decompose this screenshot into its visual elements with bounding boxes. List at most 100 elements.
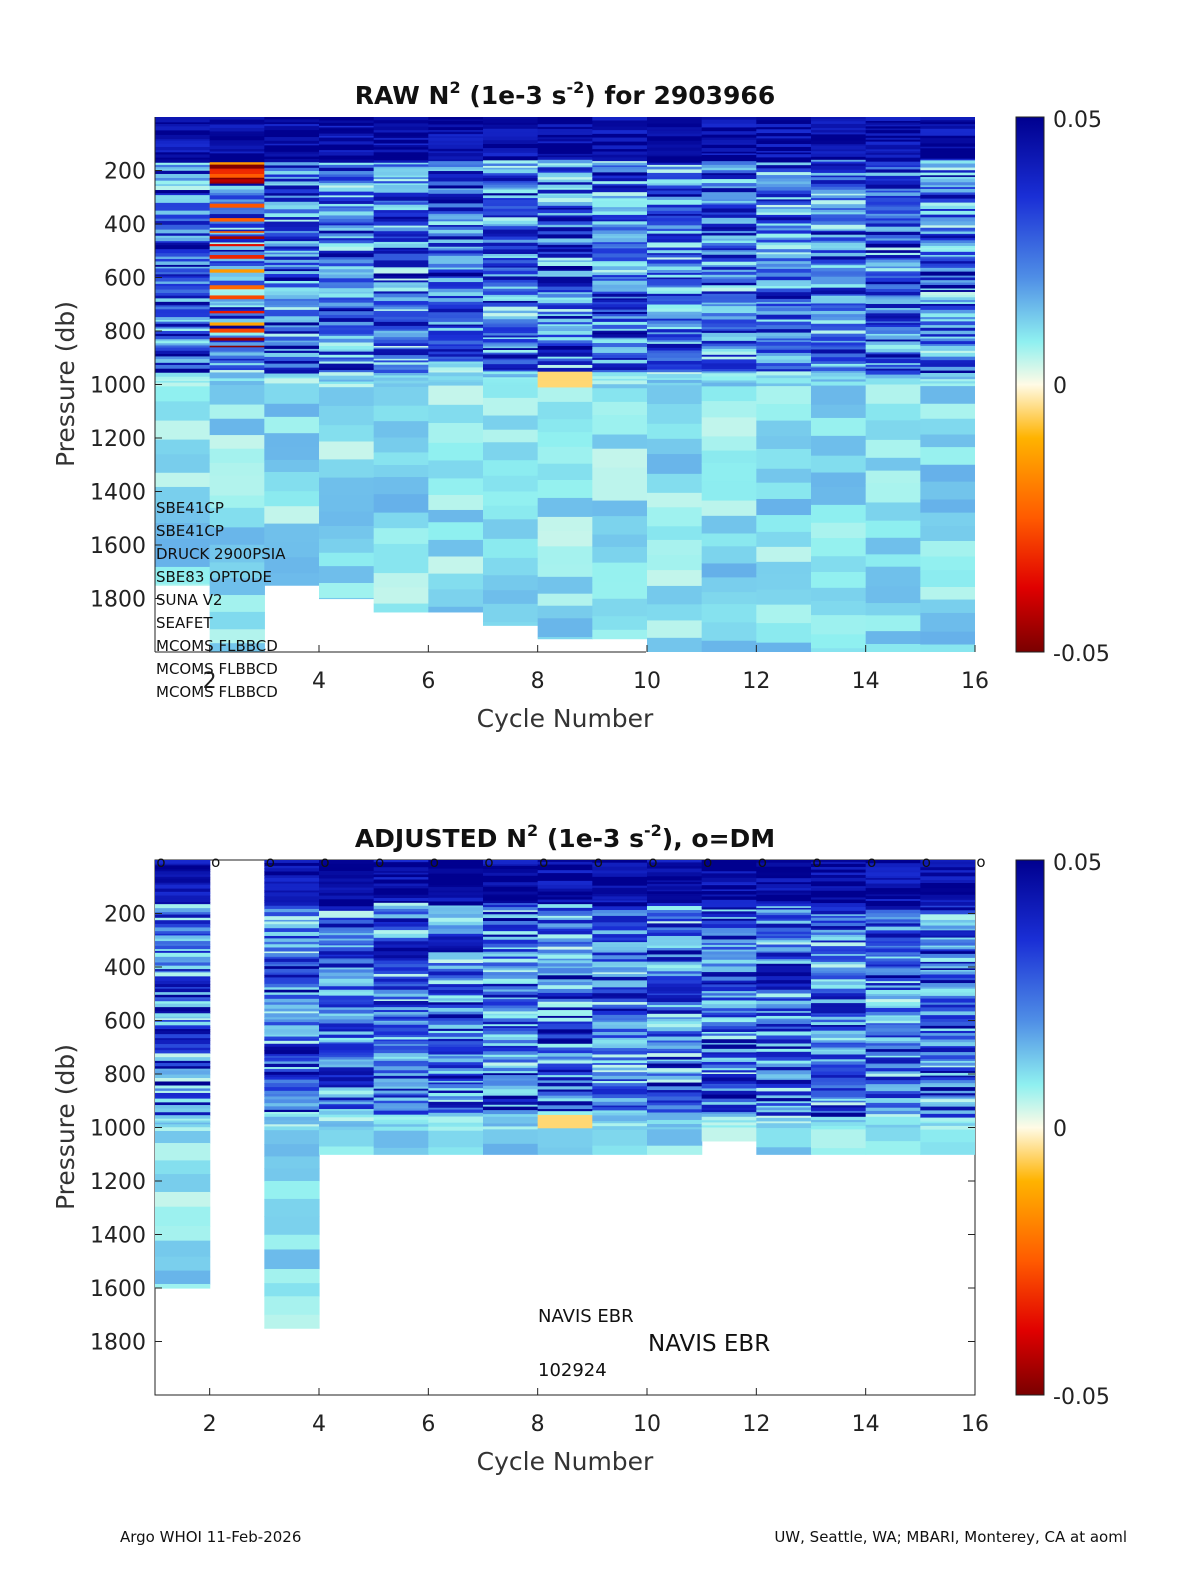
heatmap-cell	[865, 133, 921, 137]
heatmap-cell	[264, 1057, 320, 1061]
heatmap-cell	[483, 949, 539, 953]
heatmap-cell	[701, 175, 757, 180]
heatmap-cell	[483, 1095, 539, 1100]
heatmap-cell	[592, 359, 648, 364]
heatmap-cell	[701, 927, 757, 932]
heatmap-cell	[373, 879, 429, 882]
heatmap-cell	[373, 960, 429, 965]
heatmap-cell	[920, 366, 975, 372]
heatmap-cell	[209, 159, 265, 163]
heatmap-cell	[483, 915, 539, 919]
heatmap-cell	[428, 1049, 484, 1053]
heatmap-cell	[373, 136, 429, 139]
heatmap-cell	[483, 302, 539, 308]
heatmap-cell	[483, 324, 539, 328]
heatmap-cell	[647, 347, 703, 352]
heatmap-cell	[428, 381, 484, 387]
heatmap-cell	[483, 180, 539, 184]
heatmap-cell	[537, 290, 593, 293]
heatmap-cell	[209, 370, 265, 374]
heatmap-cell	[811, 1110, 867, 1114]
heatmap-cell	[647, 891, 703, 895]
heatmap-cell	[264, 1013, 320, 1018]
heatmap-cell	[373, 1106, 429, 1110]
heatmap-cell	[701, 343, 757, 347]
heatmap-cell	[428, 1068, 484, 1072]
heatmap-cell	[537, 213, 593, 217]
heatmap-cell	[264, 1002, 320, 1006]
heatmap-cell	[647, 130, 703, 135]
heatmap-cell	[537, 895, 593, 898]
heatmap-cell	[428, 282, 484, 286]
heatmap-cell	[483, 224, 539, 227]
heatmap-cell	[701, 285, 757, 289]
heatmap-cell	[155, 177, 211, 182]
heatmap-cell	[373, 900, 429, 904]
heatmap-cell	[756, 199, 812, 202]
heatmap-cell	[811, 1019, 867, 1023]
heatmap-cell	[537, 141, 593, 144]
heatmap-cell	[319, 120, 375, 124]
heatmap-cell	[264, 133, 320, 137]
heatmap-cell	[537, 1089, 593, 1093]
heatmap-cell	[647, 1112, 703, 1116]
heatmap-cell	[537, 910, 593, 915]
heatmap-cell	[428, 959, 484, 964]
heatmap-cell	[647, 916, 703, 920]
heatmap-cell	[647, 1002, 703, 1006]
heatmap-cell	[865, 958, 921, 962]
heatmap-cell	[865, 891, 921, 895]
heatmap-cell	[592, 906, 648, 911]
heatmap-cell	[647, 166, 703, 171]
heatmap-cell	[920, 540, 975, 558]
heatmap-cell	[483, 163, 539, 167]
heatmap-cell	[865, 271, 921, 275]
heatmap-cell	[647, 1027, 703, 1032]
heatmap-cell	[483, 1065, 539, 1069]
heatmap-cell	[319, 1023, 375, 1028]
heatmap-cell	[155, 186, 211, 191]
heatmap-cell	[373, 282, 429, 286]
heatmap-cell	[865, 384, 921, 405]
heatmap-cell	[647, 150, 703, 156]
heatmap-cell	[428, 246, 484, 249]
heatmap-cell	[701, 1048, 757, 1053]
heatmap-cell	[811, 999, 867, 1004]
heatmap-cell	[483, 981, 539, 985]
heatmap-cell	[264, 143, 320, 146]
heatmap-cell	[319, 367, 375, 371]
heatmap-cell	[483, 966, 539, 969]
heatmap-cell	[811, 587, 867, 602]
heatmap-cell	[811, 959, 867, 963]
heatmap-cell	[264, 176, 320, 180]
heatmap-cell	[373, 183, 429, 186]
heatmap-cell	[319, 285, 375, 289]
heatmap-cell	[537, 242, 593, 246]
heatmap-cell	[319, 863, 375, 869]
heatmap-cell	[865, 363, 921, 366]
heatmap-cell	[373, 905, 429, 910]
heatmap-cell	[483, 1106, 539, 1111]
heatmap-cell	[920, 258, 975, 262]
heatmap-cell	[428, 177, 484, 183]
heatmap-cell	[647, 1013, 703, 1018]
heatmap-cell	[264, 416, 320, 434]
heatmap-cell	[373, 379, 429, 382]
heatmap-cell	[155, 976, 211, 979]
heatmap-cell	[920, 334, 975, 338]
heatmap-cell	[811, 127, 867, 131]
heatmap-cell	[647, 1059, 703, 1062]
heatmap-cell	[701, 935, 757, 941]
heatmap-cell	[155, 439, 211, 455]
heatmap-cell	[537, 891, 593, 896]
heatmap-cell	[592, 880, 648, 885]
heatmap-cell	[592, 1024, 648, 1030]
heatmap-cell	[319, 1034, 375, 1039]
heatmap-cell	[155, 1108, 211, 1113]
x-tick-label: 16	[961, 669, 989, 694]
heatmap-cell	[756, 1112, 812, 1117]
heatmap-cell	[811, 1122, 867, 1127]
heatmap-cell	[483, 1083, 539, 1087]
heatmap-cell	[592, 288, 648, 293]
heatmap-cell	[373, 1124, 429, 1128]
